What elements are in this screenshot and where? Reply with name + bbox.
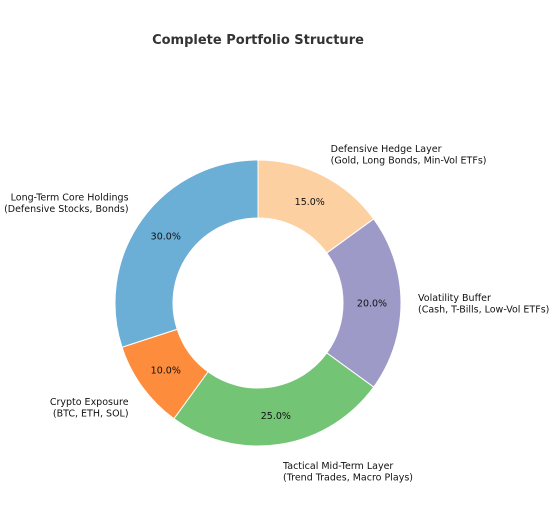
slice-label-4: Long-Term Core Holdings (Defensive Stocks… [4, 192, 129, 215]
slice-label-line: (Trend Trades, Macro Plays) [283, 473, 413, 484]
pct-label-3: 10.0% [151, 366, 181, 377]
pct-label-2: 25.0% [261, 411, 291, 422]
slice-label-3: Crypto Exposure (BTC, ETH, SOL) [50, 397, 129, 420]
slice-label-line: Long-Term Core Holdings [11, 192, 129, 203]
slice-label-line: Defensive Hedge Layer [331, 144, 442, 155]
donut-slice-1 [326, 218, 402, 388]
slice-label-line: (Defensive Stocks, Bonds) [4, 204, 128, 215]
slice-label-2: Tactical Mid-Term Layer (Trend Trades, Ma… [282, 461, 413, 484]
slice-labels: Defensive Hedge Layer (Gold, Long Bonds, … [4, 144, 549, 484]
pct-label-1: 20.0% [357, 299, 387, 310]
slice-label-line: (Cash, T-Bills, Low-Vol ETFs) [418, 304, 549, 315]
donut-slice-4 [114, 159, 259, 348]
slice-label-1: Volatility Buffer (Cash, T-Bills, Low-Vol… [418, 293, 549, 316]
slice-label-0: Defensive Hedge Layer (Gold, Long Bonds, … [331, 144, 487, 167]
slice-label-line: Volatility Buffer [418, 293, 491, 304]
donut-slice-2 [173, 352, 375, 447]
pct-label-4: 30.0% [151, 231, 181, 242]
percentage-labels: 15.0% 20.0% 25.0% 10.0% 30.0% [151, 197, 387, 422]
pct-label-0: 15.0% [295, 197, 325, 208]
donut-slices [114, 159, 402, 447]
chart-title: Complete Portfolio Structure [152, 33, 364, 48]
slice-label-line: (Gold, Long Bonds, Min-Vol ETFs) [331, 155, 487, 166]
slice-label-line: Crypto Exposure [50, 397, 129, 408]
slice-label-line: Tactical Mid-Term Layer [282, 461, 393, 472]
slice-label-line: (BTC, ETH, SOL) [53, 409, 129, 420]
